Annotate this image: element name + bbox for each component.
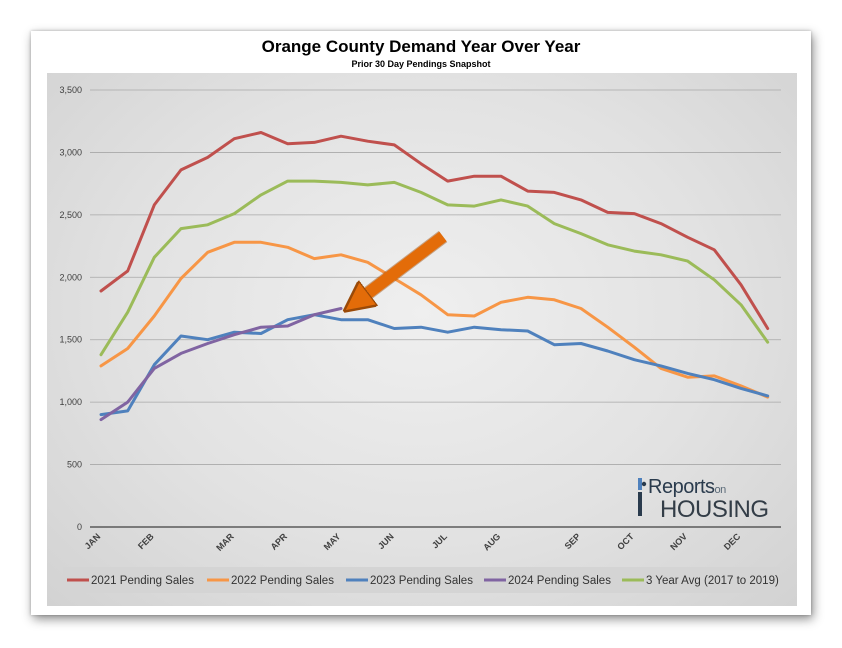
x-tick-label: NOV <box>668 531 689 552</box>
series-line <box>99 179 770 357</box>
x-tick-label: JUN <box>376 531 396 551</box>
logo-reports-text: Reports <box>648 476 715 498</box>
y-tick-label: 3,000 <box>59 147 82 157</box>
arrow-annotation <box>361 231 447 299</box>
annotations <box>361 230 448 299</box>
x-tick-label: JUL <box>430 531 449 550</box>
x-tick-label: APR <box>269 531 290 552</box>
reports-on-housing-logo: Reportson HOUSING <box>636 474 776 524</box>
series-line <box>99 240 770 399</box>
legend-label: 2024 Pending Sales <box>508 575 611 587</box>
y-tick-label: 1,000 <box>59 397 82 407</box>
x-tick-label: MAR <box>214 531 236 553</box>
x-tick-label: DEC <box>722 531 743 552</box>
y-tick-label: 500 <box>67 460 82 470</box>
x-tick-label: AUG <box>481 531 502 552</box>
y-tick-label: 3,500 <box>59 85 82 95</box>
logo-housing-text: HOUSING <box>660 496 769 523</box>
x-tick-label: MAY <box>322 531 343 552</box>
gridlines <box>90 89 781 465</box>
legend-entries: 2021 Pending Sales 2022 Pending Sales 2023… <box>67 575 779 587</box>
y-tick-label: 2,500 <box>59 210 82 220</box>
y-tick-label: 2,000 <box>59 272 82 282</box>
series-lines <box>99 131 770 422</box>
logo-mark-icon <box>638 478 647 516</box>
y-tick-label: 1,500 <box>59 335 82 345</box>
legend <box>63 567 780 593</box>
x-tick-label: JAN <box>83 531 103 551</box>
legend-label: 2022 Pending Sales <box>231 575 334 587</box>
legend-label: 3 Year Avg (2017 to 2019) <box>646 575 779 587</box>
series-line <box>99 307 343 422</box>
x-tick-label: SEP <box>563 531 583 551</box>
series-line <box>99 131 770 330</box>
chart-subtitle: Prior 30 Day Pendings Snapshot <box>351 59 491 69</box>
y-tick-label: 0 <box>77 522 82 532</box>
legend-label: 2021 Pending Sales <box>91 575 194 587</box>
chart-title: Orange County Demand Year Over Year <box>261 37 581 56</box>
legend-label: 2023 Pending Sales <box>370 575 473 587</box>
series-line <box>99 313 770 417</box>
logo-on-text: on <box>714 484 727 496</box>
x-tick-label: FEB <box>136 531 156 551</box>
x-tick-label: OCT <box>615 531 636 552</box>
